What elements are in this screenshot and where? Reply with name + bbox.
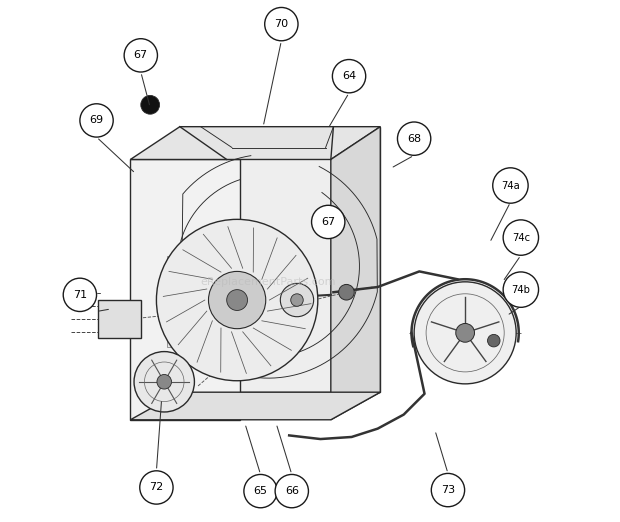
- FancyBboxPatch shape: [167, 256, 187, 347]
- Polygon shape: [180, 127, 380, 392]
- Circle shape: [432, 473, 464, 507]
- Circle shape: [397, 122, 431, 156]
- Circle shape: [80, 104, 113, 137]
- Text: eReplacementParts.com: eReplacementParts.com: [201, 277, 336, 287]
- Text: 74b: 74b: [512, 284, 530, 294]
- Text: 66: 66: [285, 486, 299, 496]
- Circle shape: [141, 96, 159, 114]
- Circle shape: [134, 352, 195, 412]
- Polygon shape: [130, 160, 240, 420]
- Circle shape: [63, 278, 97, 312]
- Circle shape: [503, 272, 539, 307]
- Circle shape: [414, 282, 516, 384]
- Text: 70: 70: [274, 19, 288, 29]
- Circle shape: [140, 471, 173, 504]
- Text: 71: 71: [73, 290, 87, 300]
- Circle shape: [208, 271, 266, 329]
- Text: 64: 64: [342, 71, 356, 81]
- Polygon shape: [130, 127, 380, 160]
- Circle shape: [124, 39, 157, 72]
- Circle shape: [487, 335, 500, 347]
- Circle shape: [244, 474, 277, 508]
- Circle shape: [291, 294, 303, 306]
- Circle shape: [265, 7, 298, 41]
- Text: 69: 69: [89, 115, 104, 125]
- Circle shape: [156, 219, 318, 381]
- Circle shape: [157, 374, 172, 389]
- Circle shape: [456, 324, 474, 342]
- Polygon shape: [130, 392, 380, 420]
- Circle shape: [503, 220, 539, 255]
- Text: 67: 67: [321, 217, 335, 227]
- Text: 67: 67: [134, 50, 148, 61]
- Circle shape: [227, 290, 247, 311]
- Circle shape: [280, 283, 314, 317]
- Circle shape: [493, 168, 528, 203]
- Text: 65: 65: [254, 486, 268, 496]
- Polygon shape: [331, 127, 380, 420]
- Text: 68: 68: [407, 134, 421, 144]
- Text: 73: 73: [441, 485, 455, 495]
- Circle shape: [275, 474, 308, 508]
- Circle shape: [312, 205, 345, 239]
- Text: 74a: 74a: [501, 181, 520, 191]
- Circle shape: [339, 284, 354, 300]
- Text: 74c: 74c: [512, 233, 530, 243]
- FancyBboxPatch shape: [98, 300, 141, 338]
- Circle shape: [332, 60, 366, 93]
- Text: 72: 72: [149, 482, 164, 492]
